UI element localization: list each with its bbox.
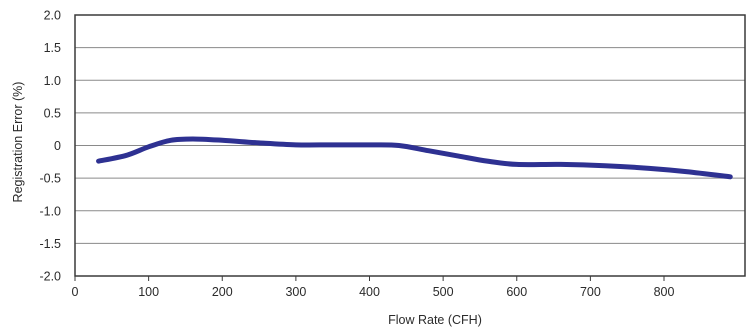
x-tick-label: 300 — [285, 285, 306, 299]
y-tick-label: 0.5 — [44, 106, 61, 120]
y-axis-title: Registration Error (%) — [11, 82, 25, 203]
y-tick-label: 0 — [54, 139, 61, 153]
y-tick-label: 2.0 — [44, 9, 61, 23]
x-tick-label: 700 — [580, 285, 601, 299]
x-tick-label: 800 — [654, 285, 675, 299]
y-tick-label: -1.0 — [39, 204, 61, 218]
x-tick-label: 0 — [72, 285, 79, 299]
y-tick-label: -2.0 — [39, 270, 61, 284]
series-line-0 — [96, 136, 733, 180]
gridlines — [75, 47, 745, 244]
plot-frame — [74, 14, 746, 277]
axes — [74, 14, 746, 281]
x-axis-title: Flow Rate (CFH) — [388, 313, 482, 327]
x-tick-labels: 0 100 200 300 400 500 600 700 800 — [72, 285, 675, 299]
y-tick-label: -0.5 — [39, 172, 61, 186]
y-tick-label: 1.5 — [44, 41, 61, 55]
y-tick-label: 1.0 — [44, 74, 61, 88]
x-tick-label: 500 — [433, 285, 454, 299]
y-tick-labels: 2.0 1.5 1.0 0.5 0 -0.5 -1.0 -1.5 -2.0 — [39, 9, 61, 284]
x-tick-label: 400 — [359, 285, 380, 299]
series-layer — [96, 136, 733, 180]
x-tick-label: 100 — [138, 285, 159, 299]
x-tick-label: 600 — [506, 285, 527, 299]
y-tick-label: -1.5 — [39, 237, 61, 251]
x-tick-label: 200 — [212, 285, 233, 299]
